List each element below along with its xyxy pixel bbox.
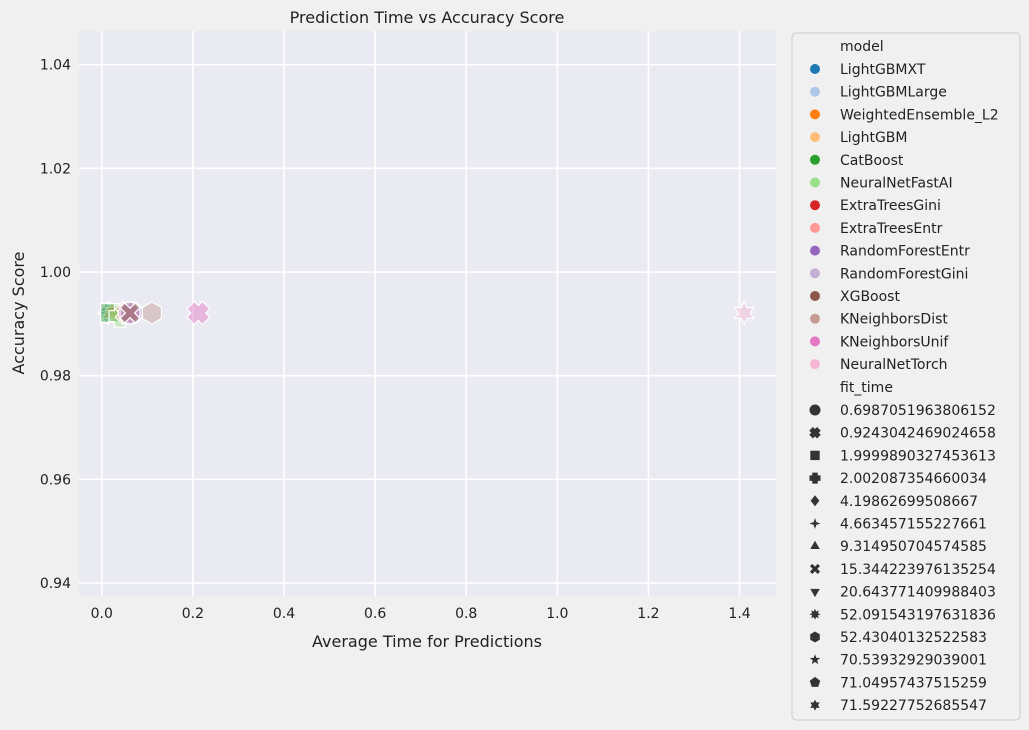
legend-marker bbox=[810, 450, 820, 461]
legend: model LightGBMXT LightGBMLarge WeightedEns… bbox=[791, 32, 1021, 721]
legend-fit-time-label: 2.002087354660034 bbox=[840, 471, 987, 487]
legend-fit-time-label: 70.53932929039001 bbox=[840, 653, 987, 669]
x-tick-label: 0.4 bbox=[273, 606, 295, 622]
legend-model-label: KNeighborsDist bbox=[840, 312, 948, 328]
x-tick-label: 1.0 bbox=[546, 606, 568, 622]
legend-marker bbox=[810, 495, 820, 507]
legend-model-label: NeuralNetFastAI bbox=[840, 176, 953, 192]
x-axis-ticks: 0.0 0.2 0.4 0.6 0.8 1.0 1.2 1.4 bbox=[91, 606, 751, 622]
legend-fit-time-label: 52.43040132522583 bbox=[840, 630, 987, 646]
legend-fit-time-label: 20.643771409988403 bbox=[840, 585, 996, 601]
legend-model-label: RandomForestEntr bbox=[840, 244, 970, 260]
plot-area bbox=[79, 31, 776, 596]
legend-model-label: NeuralNetTorch bbox=[840, 357, 948, 373]
legend-swatch bbox=[810, 313, 820, 324]
legend-swatch bbox=[810, 64, 820, 74]
data-point bbox=[733, 300, 755, 326]
y-tick-label: 0.98 bbox=[40, 369, 71, 385]
legend-model-label: WeightedEnsemble_L2 bbox=[840, 107, 999, 123]
legend-model-label: RandomForestGini bbox=[840, 266, 968, 282]
x-tick-label: 0.8 bbox=[455, 606, 477, 622]
y-axis-ticks: 0.94 0.96 0.98 1.00 1.02 1.04 bbox=[40, 58, 71, 592]
legend-swatch bbox=[810, 177, 820, 188]
legend-marker bbox=[809, 518, 821, 529]
legend-fit-time-label: 15.344223976135254 bbox=[840, 562, 996, 578]
legend-fit-time-label: 4.19862699508667 bbox=[840, 494, 978, 510]
legend-hue-title: model bbox=[840, 39, 884, 55]
legend-model-label: ExtraTreesEntr bbox=[840, 221, 943, 237]
data-points bbox=[95, 300, 755, 328]
legend-swatch bbox=[810, 245, 820, 256]
x-tick-label: 0.2 bbox=[182, 606, 204, 622]
legend-fit-time-label: 71.04957437515259 bbox=[840, 675, 987, 691]
legend-swatch bbox=[810, 359, 820, 370]
legend-marker bbox=[809, 563, 821, 574]
legend-marker bbox=[810, 631, 820, 643]
legend-swatch bbox=[810, 222, 820, 233]
legend-model-label: LightGBMLarge bbox=[840, 85, 947, 101]
legend-models: LightGBMXT LightGBMLarge WeightedEnsemble_… bbox=[810, 62, 999, 373]
x-tick-label: 0.6 bbox=[364, 606, 386, 622]
y-tick-label: 1.02 bbox=[40, 161, 71, 177]
legend-marker bbox=[809, 676, 821, 687]
legend-marker bbox=[809, 654, 821, 665]
data-point bbox=[141, 301, 163, 325]
legend-box bbox=[791, 32, 1021, 721]
legend-swatch bbox=[810, 109, 820, 120]
y-tick-label: 1.00 bbox=[40, 265, 71, 281]
legend-marker bbox=[810, 588, 820, 598]
grid bbox=[79, 31, 776, 596]
data-point bbox=[119, 302, 141, 324]
y-tick-label: 1.04 bbox=[40, 58, 71, 74]
x-axis-label: Average Time for Predictions bbox=[312, 632, 542, 651]
y-tick-label: 0.94 bbox=[40, 576, 71, 592]
legend-swatch bbox=[810, 291, 820, 301]
x-tick-label: 0.0 bbox=[91, 606, 113, 622]
legend-model-label: XGBoost bbox=[840, 289, 900, 305]
legend-model-label: LightGBM bbox=[840, 130, 907, 146]
data-point bbox=[117, 301, 141, 325]
legend-fit-time-label: 1.9999890327453613 bbox=[840, 448, 996, 464]
legend-marker bbox=[809, 608, 821, 620]
legend-marker bbox=[810, 540, 820, 549]
legend-fit-time-label: 71.59227752685547 bbox=[840, 698, 987, 714]
legend-swatch bbox=[810, 86, 820, 97]
legend-fit-time-label: 9.314950704574585 bbox=[840, 539, 987, 555]
legend-swatch bbox=[810, 336, 820, 347]
legend-fit-time-label: 52.091543197631836 bbox=[840, 607, 996, 623]
x-tick-label: 1.4 bbox=[728, 606, 750, 622]
legend-fit-time-label: 0.9243042469024658 bbox=[840, 426, 996, 442]
chart-title: Prediction Time vs Accuracy Score bbox=[290, 8, 565, 27]
legend-marker bbox=[809, 404, 821, 416]
legend-style-title: fit_time bbox=[840, 380, 893, 396]
legend-swatch bbox=[810, 200, 820, 211]
legend-marker bbox=[810, 699, 820, 711]
legend-swatch bbox=[810, 132, 820, 143]
legend-model-label: KNeighborsUnif bbox=[840, 334, 949, 350]
y-axis-label: Accuracy Score bbox=[9, 252, 28, 375]
y-tick-label: 0.96 bbox=[40, 472, 71, 488]
legend-swatch bbox=[810, 154, 820, 165]
legend-fit-times: 0.6987051963806152 0.9243042469024658 1.99… bbox=[809, 403, 996, 714]
legend-swatch bbox=[810, 268, 820, 279]
legend-fit-time-label: 0.6987051963806152 bbox=[840, 403, 996, 419]
legend-marker bbox=[809, 472, 821, 484]
legend-model-label: LightGBMXT bbox=[840, 62, 926, 78]
x-tick-label: 1.2 bbox=[637, 606, 659, 622]
legend-fit-time-label: 4.663457155227661 bbox=[840, 517, 987, 533]
legend-marker bbox=[809, 426, 821, 439]
legend-model-label: CatBoost bbox=[840, 153, 904, 169]
data-point bbox=[185, 300, 211, 326]
legend-model-label: ExtraTreesGini bbox=[840, 198, 941, 214]
